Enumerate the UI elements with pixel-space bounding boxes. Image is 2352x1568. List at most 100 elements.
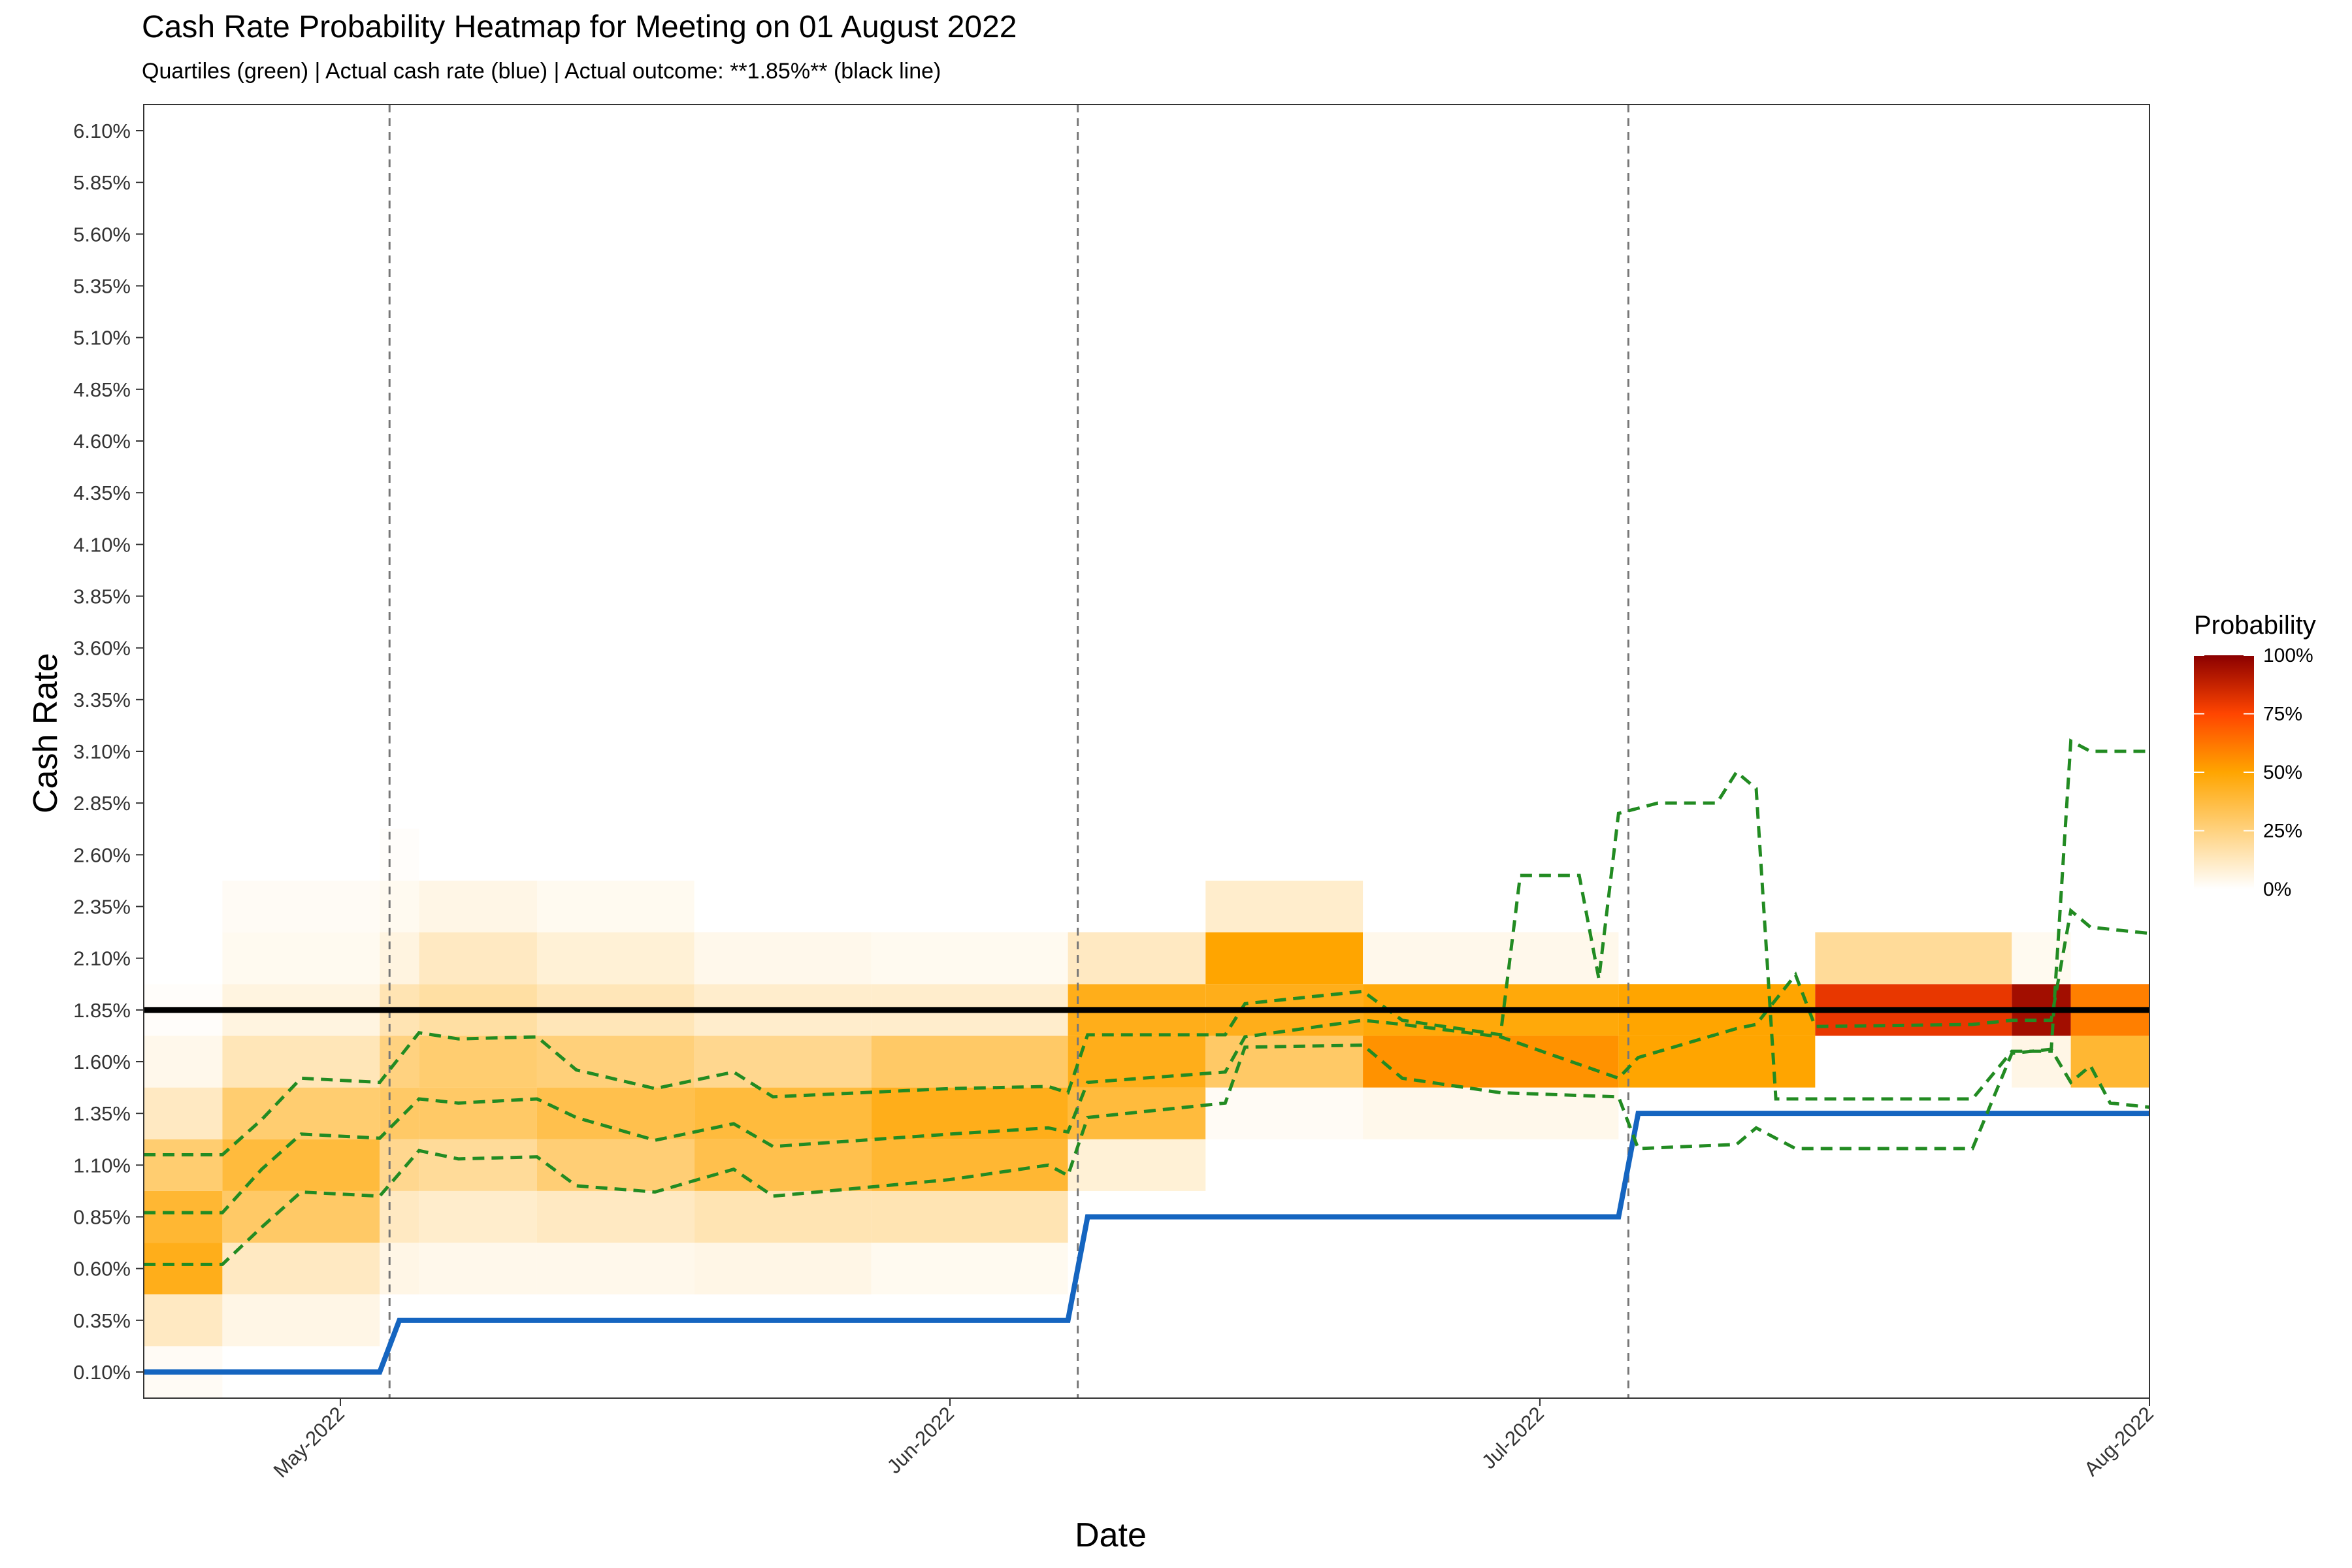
- heatmap-cell: [419, 1036, 537, 1088]
- heatmap-cell: [380, 880, 419, 933]
- heatmap-cell: [419, 1139, 537, 1191]
- heatmap-cell: [1068, 1139, 1206, 1191]
- heatmap-cell: [222, 932, 380, 985]
- legend-tick-label: 100%: [2263, 645, 2313, 666]
- heatmap-cell: [1205, 1036, 1364, 1088]
- heatmap-cell: [144, 1139, 223, 1191]
- heatmap-cell: [871, 1243, 1068, 1295]
- y-tick-label: 4.60%: [73, 430, 131, 453]
- y-tick-label: 3.10%: [73, 740, 131, 763]
- heatmap-cell: [380, 932, 419, 985]
- heatmap-cell: [1205, 932, 1364, 985]
- heatmap-cell: [144, 1087, 223, 1139]
- heatmap-cell: [144, 1243, 223, 1295]
- heatmap-cell: [694, 1139, 872, 1191]
- heatmap-cell: [1205, 1087, 1364, 1139]
- heatmap-cell: [222, 880, 380, 933]
- y-tick-label: 2.10%: [73, 947, 131, 970]
- heatmap-cell: [536, 1087, 694, 1139]
- quartile-line: [144, 738, 2149, 1156]
- y-tick-label: 0.10%: [73, 1361, 131, 1384]
- legend-tick-label: 75%: [2263, 704, 2302, 725]
- heatmap-cell: [694, 932, 872, 985]
- heatmap-cell: [1205, 880, 1364, 933]
- y-tick-label: 3.60%: [73, 637, 131, 660]
- heatmap-cell: [694, 1036, 872, 1088]
- heatmap-cell: [1068, 932, 1206, 985]
- heatmap-cell: [2012, 932, 2071, 985]
- legend-tick-label: 50%: [2263, 762, 2302, 783]
- x-tick-label: Jun-2022: [883, 1402, 958, 1478]
- x-tick-label: Jul-2022: [1477, 1402, 1548, 1473]
- y-tick-label: 4.35%: [73, 482, 131, 504]
- heatmap-cell: [694, 1087, 872, 1139]
- heatmap-cell: [1618, 1036, 1816, 1088]
- heatmap-cell: [871, 932, 1068, 985]
- y-tick-label: 5.35%: [73, 275, 131, 298]
- heatmap-cell: [536, 1139, 694, 1191]
- legend-tick-label: 25%: [2263, 821, 2302, 842]
- y-tick-label: 5.85%: [73, 171, 131, 194]
- heatmap-cell: [1363, 1036, 1619, 1088]
- heatmap-cell: [380, 828, 419, 881]
- x-axis-label: Date: [1075, 1516, 1147, 1554]
- y-tick-label: 2.85%: [73, 792, 131, 815]
- y-tick-label: 1.60%: [73, 1051, 131, 1073]
- heatmap-cell: [871, 1190, 1068, 1243]
- heatmap-cell: [1363, 932, 1619, 985]
- chart-title: Cash Rate Probability Heatmap for Meetin…: [142, 10, 1017, 44]
- heatmap-cell: [871, 1036, 1068, 1088]
- y-tick-label: 3.35%: [73, 689, 131, 711]
- heatmap-cell: [222, 1139, 380, 1191]
- y-tick-label: 2.35%: [73, 896, 131, 919]
- heatmap-cell: [871, 1087, 1068, 1139]
- y-tick-label: 1.35%: [73, 1102, 131, 1125]
- heatmap-cell: [536, 932, 694, 985]
- heatmap-cell: [694, 1243, 872, 1295]
- y-axis: 0.10% 0.35% 0.60% 0.85% 1.10% 1.35% 1.60% 1.85%…: [73, 120, 144, 1384]
- heatmap-cell: [419, 932, 537, 985]
- heatmap-cell: [144, 1190, 223, 1243]
- legend-tick-label: 0%: [2263, 879, 2291, 900]
- y-tick-label: 4.85%: [73, 378, 131, 401]
- legend: 100% 75% 50% 25% 0%: [2194, 645, 2313, 900]
- actual-cash-rate-line: [144, 1111, 2149, 1375]
- heatmap-cell: [144, 1294, 223, 1347]
- quartile-line: [144, 907, 2149, 1215]
- quartile-line: [144, 1043, 2149, 1266]
- y-tick-label: 6.10%: [73, 120, 131, 142]
- y-tick-label: 5.10%: [73, 327, 131, 350]
- series-lines: [144, 738, 2149, 1375]
- heatmap-cell: [222, 1036, 380, 1088]
- y-tick-label: 2.60%: [73, 843, 131, 866]
- y-tick-label: 1.85%: [73, 999, 131, 1022]
- heatmap-cell: [380, 1139, 419, 1191]
- legend-title: Probability: [2194, 611, 2316, 640]
- x-tick-label: Aug-2022: [2080, 1402, 2158, 1480]
- y-tick-label: 4.10%: [73, 533, 131, 556]
- heatmap-cell: [419, 1190, 537, 1243]
- y-tick-label: 0.35%: [73, 1309, 131, 1332]
- x-tick-label: May-2022: [269, 1402, 349, 1482]
- heatmap-cell: [380, 1243, 419, 1295]
- heatmap-cell: [380, 1190, 419, 1243]
- chart-subtitle: Quartiles (green) | Actual cash rate (bl…: [142, 59, 941, 84]
- heatmap-cell: [144, 1036, 223, 1088]
- heatmap-cell: [1068, 1036, 1206, 1088]
- y-tick-label: 1.10%: [73, 1154, 131, 1177]
- heatmap-cell: [1815, 932, 2012, 985]
- y-tick-label: 0.85%: [73, 1206, 131, 1229]
- heatmap-cell: [419, 1087, 537, 1139]
- heatmap-cell: [419, 1243, 537, 1295]
- heatmap-cell: [222, 1243, 380, 1295]
- x-axis: May-2022 Jun-2022 Jul-2022 Aug-2022: [269, 1398, 2158, 1482]
- heatmap-cell: [222, 1190, 380, 1243]
- heatmap-cell: [2012, 1036, 2071, 1088]
- y-tick-label: 5.60%: [73, 223, 131, 246]
- y-tick-label: 0.60%: [73, 1258, 131, 1281]
- heatmap-cell: [536, 1190, 694, 1243]
- heatmap-tiles: [144, 828, 2149, 1398]
- heatmap-cell: [536, 1243, 694, 1295]
- heatmap-cell: [536, 880, 694, 933]
